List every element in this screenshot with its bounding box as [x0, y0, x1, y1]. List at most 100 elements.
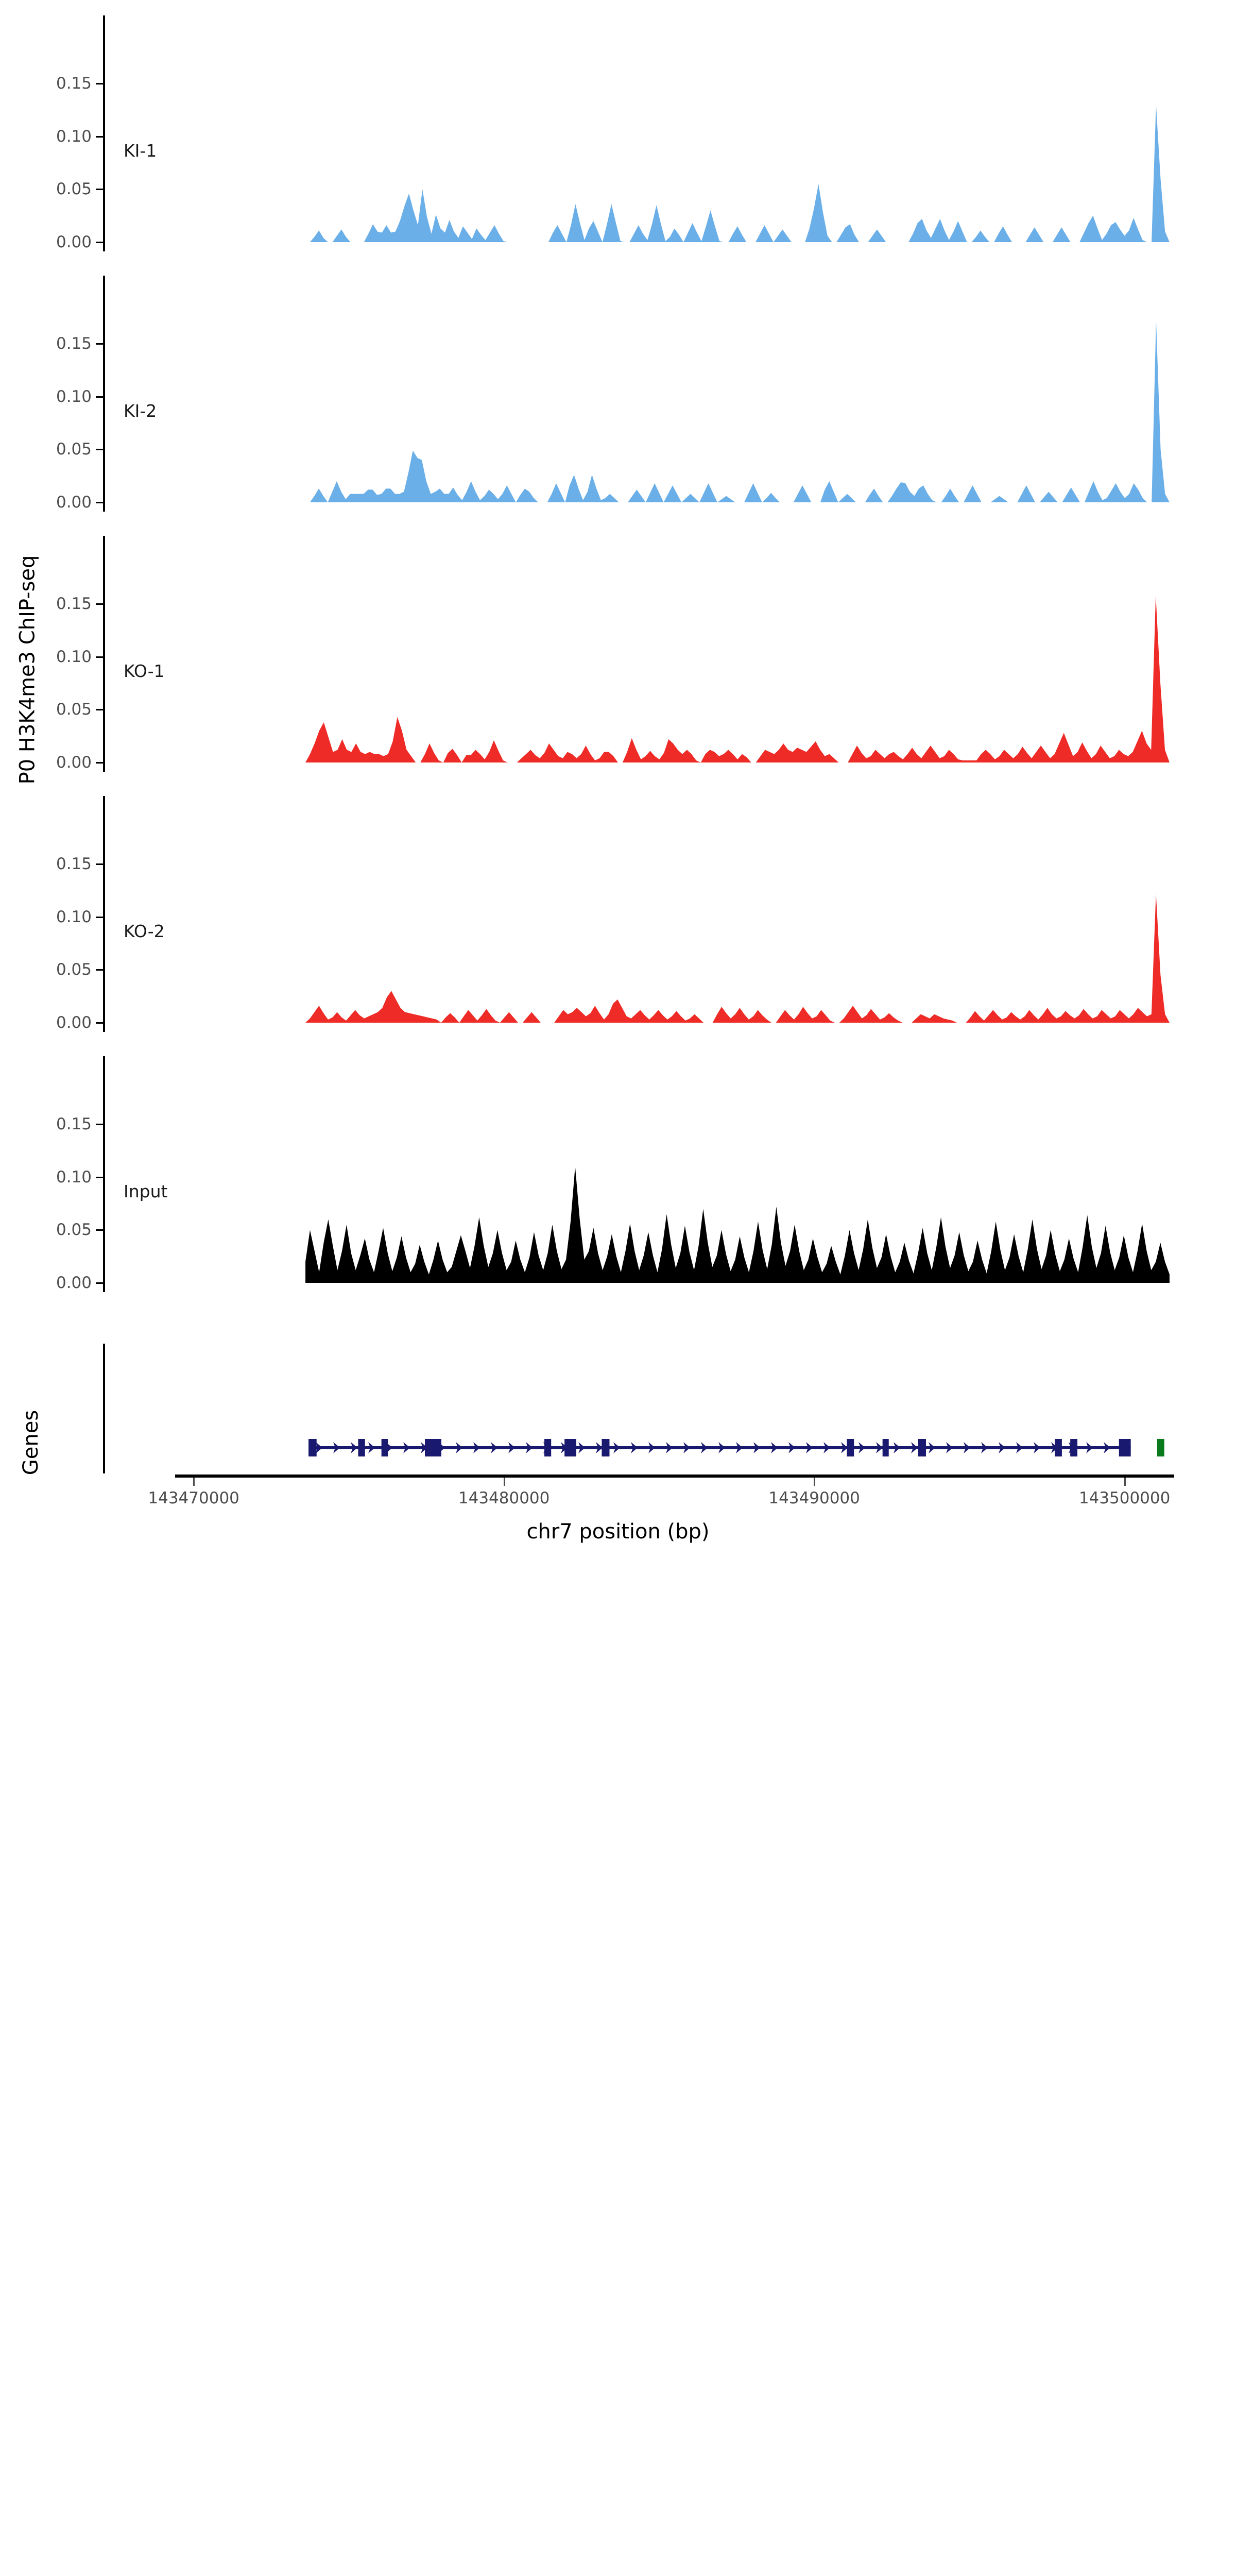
- strand-arrow-icon: [788, 1442, 796, 1453]
- y-tick: [96, 449, 103, 451]
- x-axis-line: [175, 1475, 1174, 1478]
- strand-arrow-icon: [981, 1442, 988, 1453]
- exon-block: [1157, 1439, 1164, 1456]
- x-tick-label: 143480000: [458, 1489, 550, 1507]
- y-tick: [96, 762, 103, 764]
- strand-arrow-icon: [946, 1442, 953, 1453]
- strand-arrow-icon: [526, 1442, 533, 1453]
- strand-arrow-icon: [806, 1442, 813, 1453]
- strand-arrow-icon: [1016, 1442, 1023, 1453]
- strand-arrow-icon: [701, 1442, 708, 1453]
- exon-block: [381, 1439, 388, 1456]
- strand-arrow-icon: [631, 1442, 638, 1453]
- strand-arrow-icon: [368, 1442, 375, 1453]
- exon-block: [1070, 1439, 1078, 1456]
- strand-arrow-icon: [1051, 1442, 1058, 1453]
- strand-arrow-icon: [421, 1442, 428, 1453]
- genes-panel: Slc22a18Phlda2: [0, 1340, 1236, 1473]
- strand-arrow-icon: [403, 1442, 410, 1453]
- y-tick: [96, 1229, 103, 1231]
- strand-arrow-icon: [491, 1442, 498, 1453]
- exon-block: [308, 1439, 317, 1456]
- y-tick: [96, 709, 103, 711]
- track-panel-ko-2: 0.00 0.05 0.10 0.15 KO-2: [0, 796, 1236, 1038]
- signal-track-ko-2: [175, 796, 1174, 1028]
- y-tick-label: 0.15: [56, 1115, 92, 1134]
- track-label-ki-2: KI-2: [124, 400, 157, 421]
- x-axis: 143470000 143480000 143490000 143500000 chr…: [0, 1475, 1236, 1547]
- strand-arrow-icon: [736, 1442, 743, 1453]
- strand-arrow-icon: [841, 1442, 848, 1453]
- y-tick: [96, 502, 103, 503]
- exon-block: [425, 1439, 441, 1456]
- strand-arrow-icon: [911, 1442, 918, 1453]
- y-tick-label: 0.10: [56, 387, 92, 406]
- y-tick: [96, 603, 103, 605]
- strand-arrow-icon: [929, 1442, 936, 1453]
- y-tick: [96, 1022, 103, 1024]
- gene-model-slc22a18: [308, 1439, 1131, 1456]
- track-label-ko-1: KO-1: [124, 660, 165, 681]
- y-tick-label: 0.15: [56, 855, 92, 874]
- exon-block: [544, 1439, 552, 1456]
- y-tick: [96, 969, 103, 971]
- exon-block: [1119, 1439, 1131, 1456]
- y-tick-label: 0.05: [56, 440, 92, 459]
- y-tick-label: 0.10: [56, 907, 92, 926]
- gene-row: [175, 1432, 1174, 1463]
- strand-arrow-icon: [561, 1442, 568, 1453]
- y-tick: [96, 343, 103, 345]
- y-axis-spine: [103, 796, 105, 1032]
- strand-arrow-icon: [876, 1442, 883, 1453]
- strand-arrow-icon: [964, 1442, 971, 1453]
- x-tick: [503, 1478, 505, 1486]
- exon-block: [602, 1439, 610, 1456]
- y-tick-label: 0.05: [56, 180, 92, 199]
- figure-root: P0 H3K4me3 ChIP-seq Genes 0.00 0.05 0.10 0.…: [0, 15, 1236, 1547]
- strand-arrow-icon: [613, 1442, 621, 1453]
- y-tick-label: 0.10: [56, 127, 92, 146]
- strand-arrow-icon: [316, 1442, 323, 1453]
- y-tick: [96, 83, 103, 85]
- exon-block: [847, 1439, 854, 1456]
- strand-arrow-icon: [333, 1442, 340, 1453]
- signal-area: [305, 595, 1170, 762]
- x-tick-label: 143490000: [768, 1489, 860, 1507]
- signal-area: [305, 320, 1170, 502]
- y-tick-label: 0.15: [56, 595, 92, 614]
- strand-arrow-icon: [1086, 1442, 1093, 1453]
- x-tick: [814, 1478, 816, 1486]
- track-label-input: Input: [124, 1181, 168, 1201]
- x-tick: [1124, 1478, 1126, 1486]
- track-panel-ki-1: 0.00 0.05 0.10 0.15 KI-1: [0, 15, 1236, 258]
- y-axis-spine: [103, 1056, 105, 1292]
- x-tick: [193, 1478, 195, 1486]
- strand-arrow-icon: [683, 1442, 691, 1453]
- genes-spine: [103, 1344, 105, 1473]
- strand-arrow-icon: [473, 1442, 480, 1453]
- y-tick: [96, 916, 103, 918]
- y-tick-label: 0.00: [56, 753, 92, 772]
- y-tick: [96, 1124, 103, 1126]
- strand-arrow-icon: [999, 1442, 1006, 1453]
- signal-area: [305, 105, 1170, 242]
- y-tick: [96, 1176, 103, 1178]
- strand-arrow-icon: [859, 1442, 866, 1453]
- exon-block: [918, 1439, 926, 1456]
- signal-track-ko-1: [175, 536, 1174, 768]
- exon-block: [358, 1439, 365, 1456]
- strand-arrow-icon: [578, 1442, 586, 1453]
- gene-model-phlda2: [1157, 1439, 1164, 1456]
- x-axis-title: chr7 position (bp): [526, 1520, 710, 1544]
- y-axis-spine: [103, 15, 105, 251]
- signal-area: [305, 893, 1170, 1023]
- signal-track-input: [175, 1056, 1174, 1288]
- y-tick-label: 0.00: [56, 233, 92, 251]
- y-tick-label: 0.00: [56, 1013, 92, 1032]
- y-tick: [96, 189, 103, 191]
- track-panel-ko-1: 0.00 0.05 0.10 0.15 KO-1: [0, 536, 1236, 778]
- y-tick: [96, 1282, 103, 1284]
- y-tick-label: 0.15: [56, 74, 92, 93]
- strand-arrow-icon: [648, 1442, 656, 1453]
- y-tick-label: 0.05: [56, 1221, 92, 1240]
